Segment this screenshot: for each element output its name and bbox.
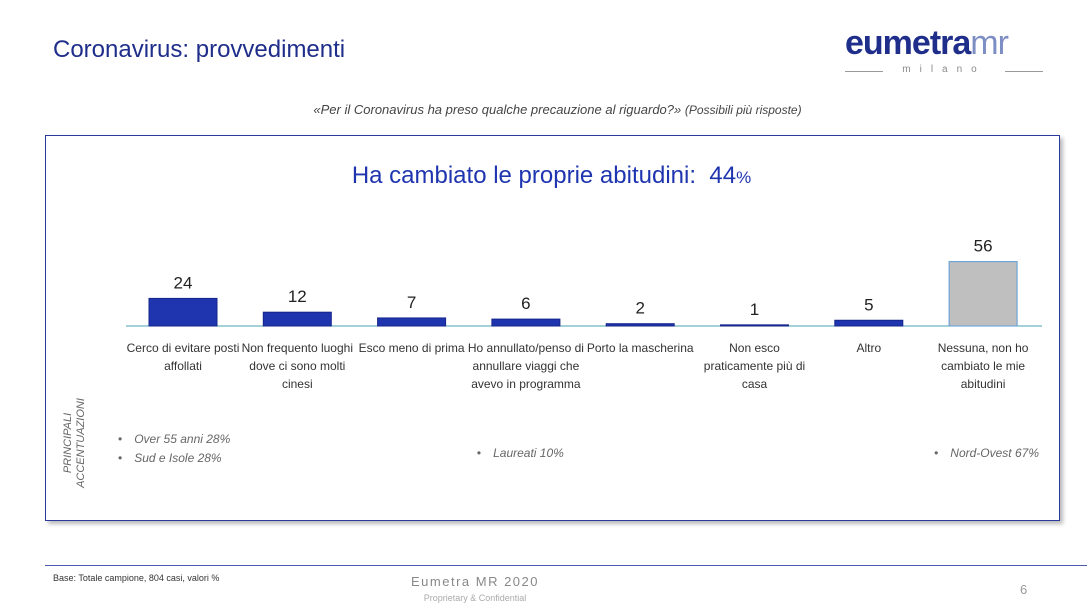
annotation: Nord-Ovest 67%: [934, 444, 1039, 463]
bar: [262, 311, 332, 327]
chart-title: Ha cambiato le proprie abitudini: 44%: [45, 162, 1058, 190]
value-label: 12: [288, 287, 307, 306]
question: «Per il Coronavirus ha preso qualche pre…: [0, 102, 1087, 117]
value-label: 7: [407, 293, 416, 312]
bar: [948, 261, 1018, 327]
category-label: Nessuna, non ho cambiato le mie abitudin…: [937, 341, 1029, 391]
chart-title-text: Ha cambiato le proprie abitudini:: [351, 162, 697, 189]
category-label: Non frequento luoghi dove ci sono molti …: [241, 341, 353, 391]
category-label: Ho annullato/penso di annullare viaggi c…: [467, 341, 584, 391]
question-text: «Per il Coronavirus ha preso qualche pre…: [313, 102, 682, 117]
annotation: Laureati 10%: [477, 444, 564, 463]
value-label: 2: [635, 299, 644, 318]
value-label: 1: [750, 300, 759, 319]
value-label: 5: [864, 295, 873, 314]
bar: [491, 318, 561, 327]
value-label: 6: [521, 294, 530, 313]
category-label: Non esco praticamente più di casa: [703, 341, 806, 391]
footer-base: Base: Totale campione, 804 casi, valori …: [53, 573, 220, 583]
bar: [834, 319, 904, 327]
slide-title: Coronavirus: provvedimenti: [53, 36, 346, 63]
question-note: (Possibili più risposte): [684, 103, 802, 117]
bar: [720, 324, 789, 327]
annotation: Sud e Isole 28%: [118, 449, 221, 468]
category-label: Altro: [856, 341, 882, 355]
category-label: Porto la mascherina: [586, 341, 694, 355]
footer-brand: Eumetra MR 2020: [411, 574, 539, 589]
logo-suffix: mr: [970, 24, 1009, 62]
bar: [377, 317, 447, 327]
logo-text: eumetra: [845, 24, 971, 62]
value-label: 24: [174, 273, 193, 292]
category-label: Esco meno di prima: [358, 341, 465, 355]
highlight-unit: %: [736, 168, 752, 187]
chart-frame: [45, 135, 1060, 521]
logo-sub: milano: [845, 64, 1043, 75]
highlight: 44: [709, 162, 737, 189]
category-label: Cerco di evitare posti affollati: [126, 341, 240, 373]
value-label: 56: [974, 237, 993, 256]
page-number: 6: [1020, 582, 1028, 597]
bar: [605, 323, 675, 327]
logo: eumetramr: [845, 24, 1009, 63]
bar: [148, 297, 218, 327]
footer-confidential: Proprietary & Confidential: [423, 593, 527, 603]
footer-line: [45, 565, 1087, 566]
annotation: Over 55 anni 28%: [118, 430, 230, 449]
